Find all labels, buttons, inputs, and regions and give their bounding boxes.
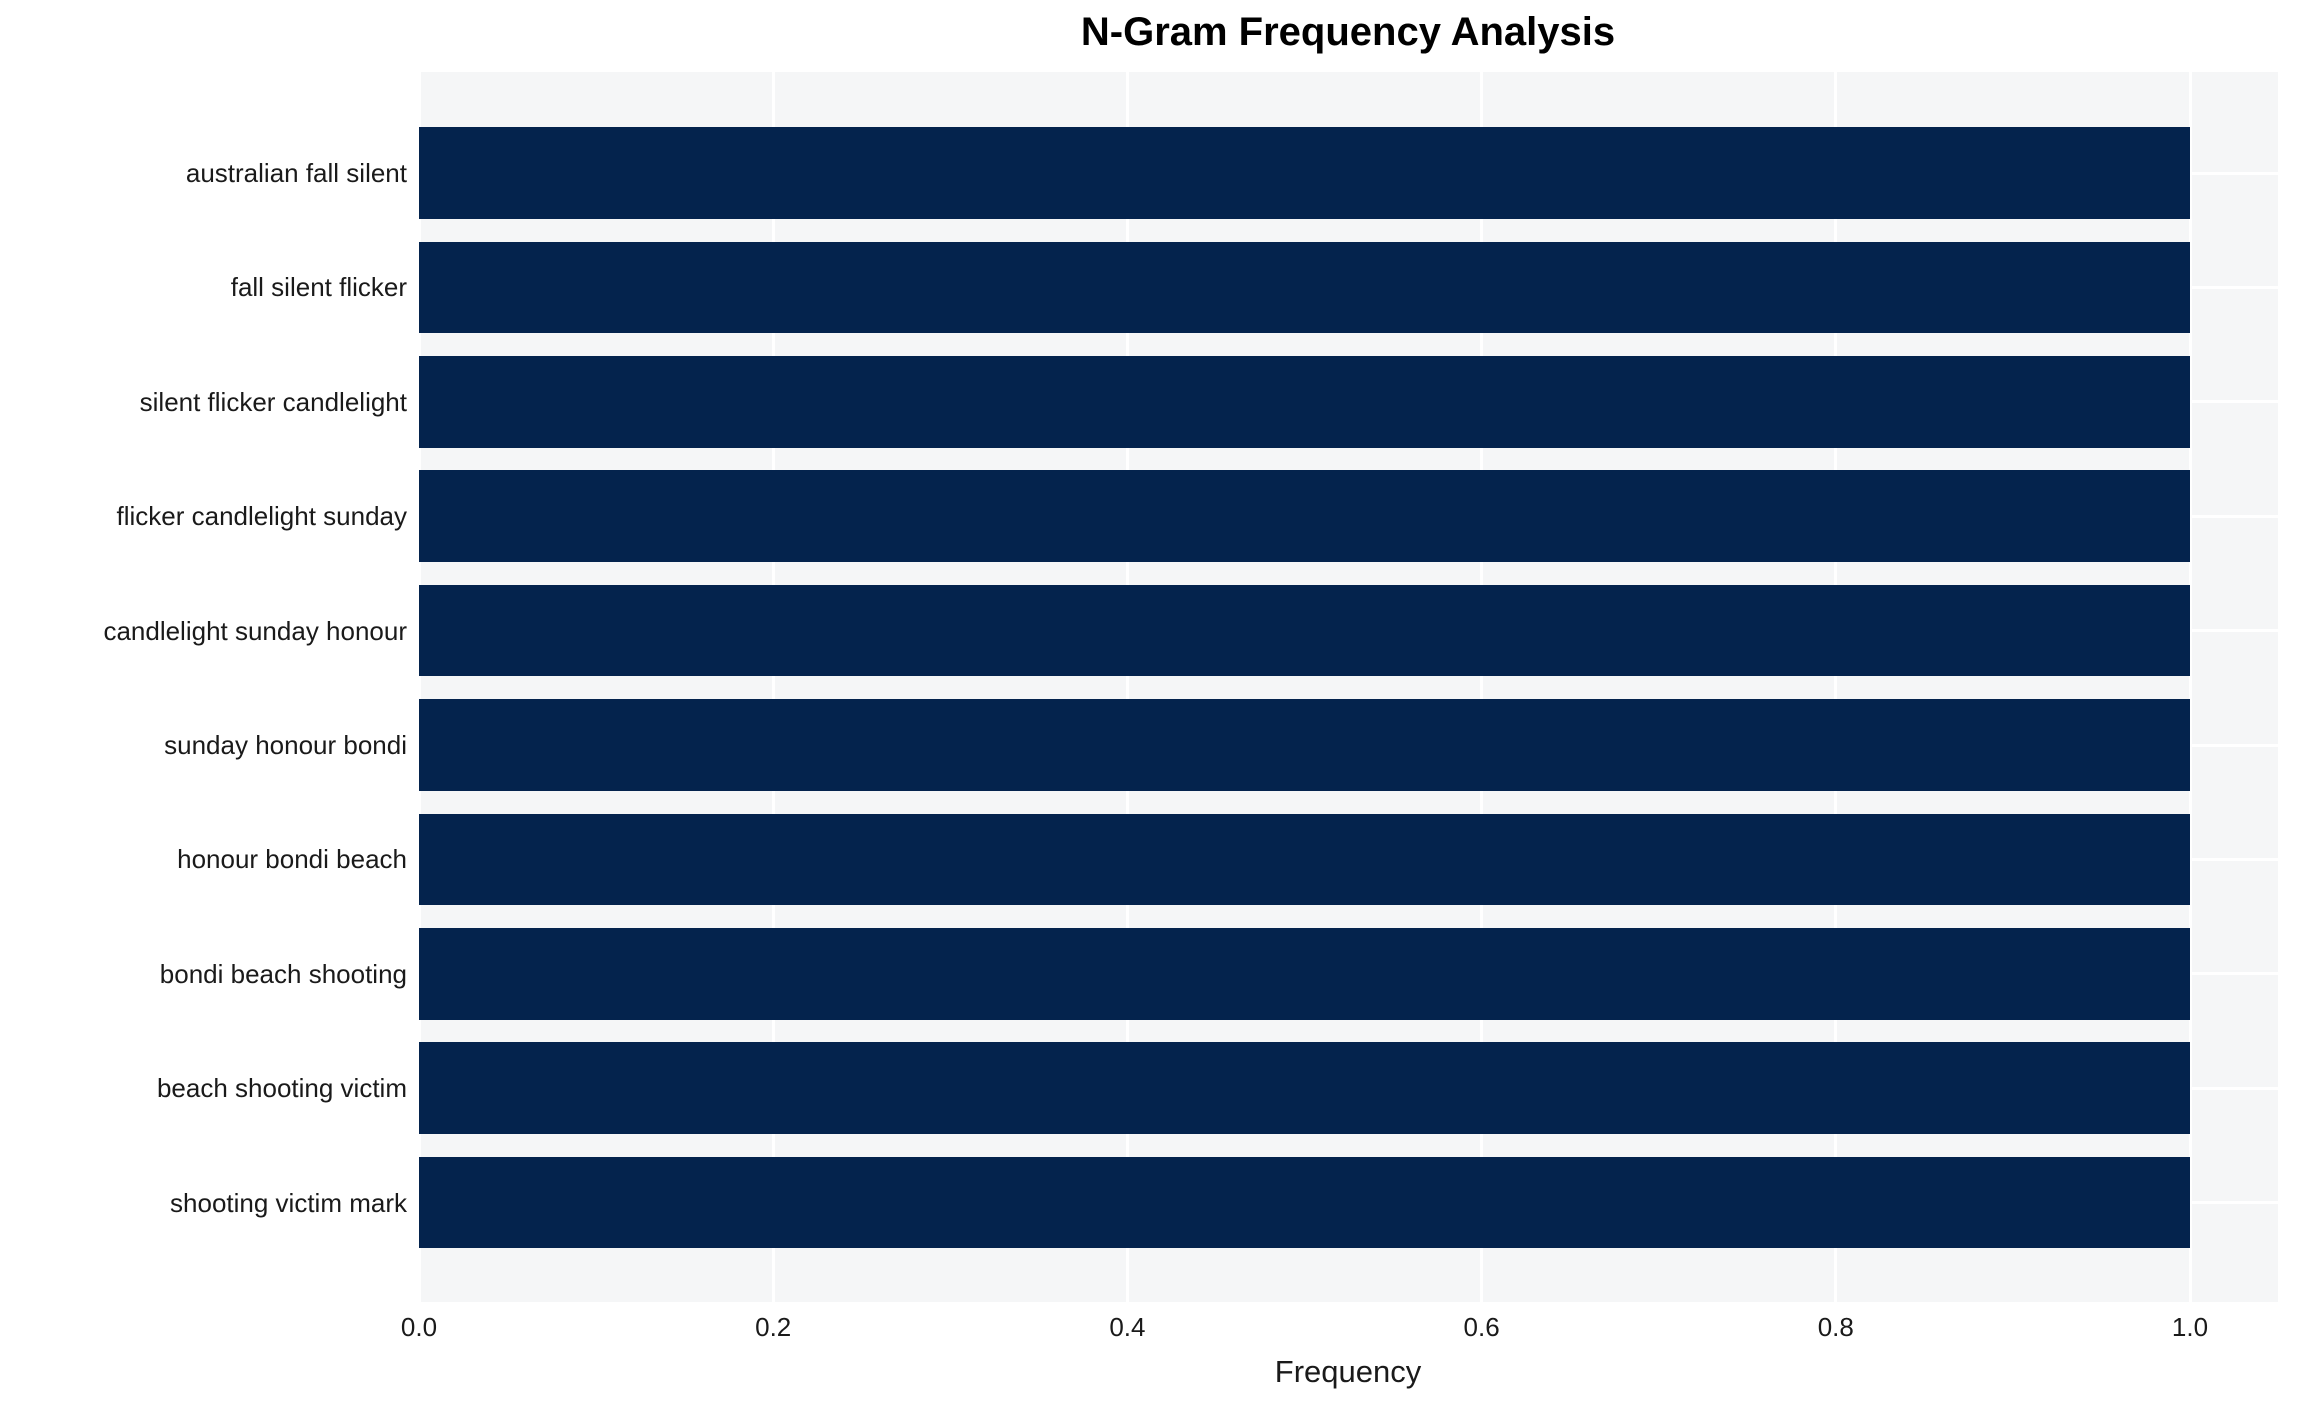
bar-silent-flicker-candlelight — [419, 356, 2190, 448]
x-gridline — [2188, 72, 2192, 1302]
category-label: bondi beach shooting — [159, 958, 407, 989]
x-gridline — [417, 72, 421, 1302]
x-gridline — [1834, 72, 1838, 1302]
chart-title: N-Gram Frequency Analysis — [1080, 10, 1616, 54]
category-label: fall silent flicker — [230, 272, 407, 303]
bar-fall-silent-flicker — [419, 241, 2190, 334]
x-gridline — [1125, 72, 1129, 1302]
bar-flicker-candlelight-sunday — [419, 470, 2190, 562]
category-label: honour bondi beach — [177, 844, 407, 875]
x-tick-label: 0.8 — [1817, 1312, 1854, 1342]
bar-honour-bondi-beach — [419, 813, 2190, 906]
category-label: flicker candlelight sunday — [116, 501, 408, 532]
bar-shooting-victim-mark — [419, 1156, 2190, 1249]
x-gridline — [1480, 72, 1484, 1302]
category-label: australian fall silent — [185, 158, 407, 188]
bar-australian-fall-silent — [419, 127, 2190, 219]
bar-candlelight-sunday-honour — [419, 584, 2190, 677]
x-tick-label: 0.0 — [400, 1312, 438, 1342]
x-gridline — [771, 72, 775, 1302]
category-label: silent flicker candlelight — [139, 386, 407, 417]
bar-beach-shooting-victim — [419, 1042, 2190, 1134]
category-label: beach shooting victim — [156, 1073, 407, 1104]
plot-area — [417, 72, 2278, 1302]
category-label: candlelight sunday honour — [103, 615, 407, 646]
x-tick-label: 0.2 — [755, 1312, 792, 1342]
x-tick-label: 1.0 — [2171, 1312, 2209, 1342]
bar-bondi-beach-shooting — [419, 928, 2190, 1020]
x-tick-label: 0.4 — [1109, 1312, 1146, 1342]
category-label: shooting victim mark — [170, 1187, 407, 1218]
category-label: sunday honour bondi — [164, 730, 407, 760]
bar-sunday-honour-bondi — [419, 699, 2190, 791]
x-tick-label: 0.6 — [1463, 1312, 1500, 1342]
x-axis-label: Frequency — [1274, 1354, 1422, 1389]
